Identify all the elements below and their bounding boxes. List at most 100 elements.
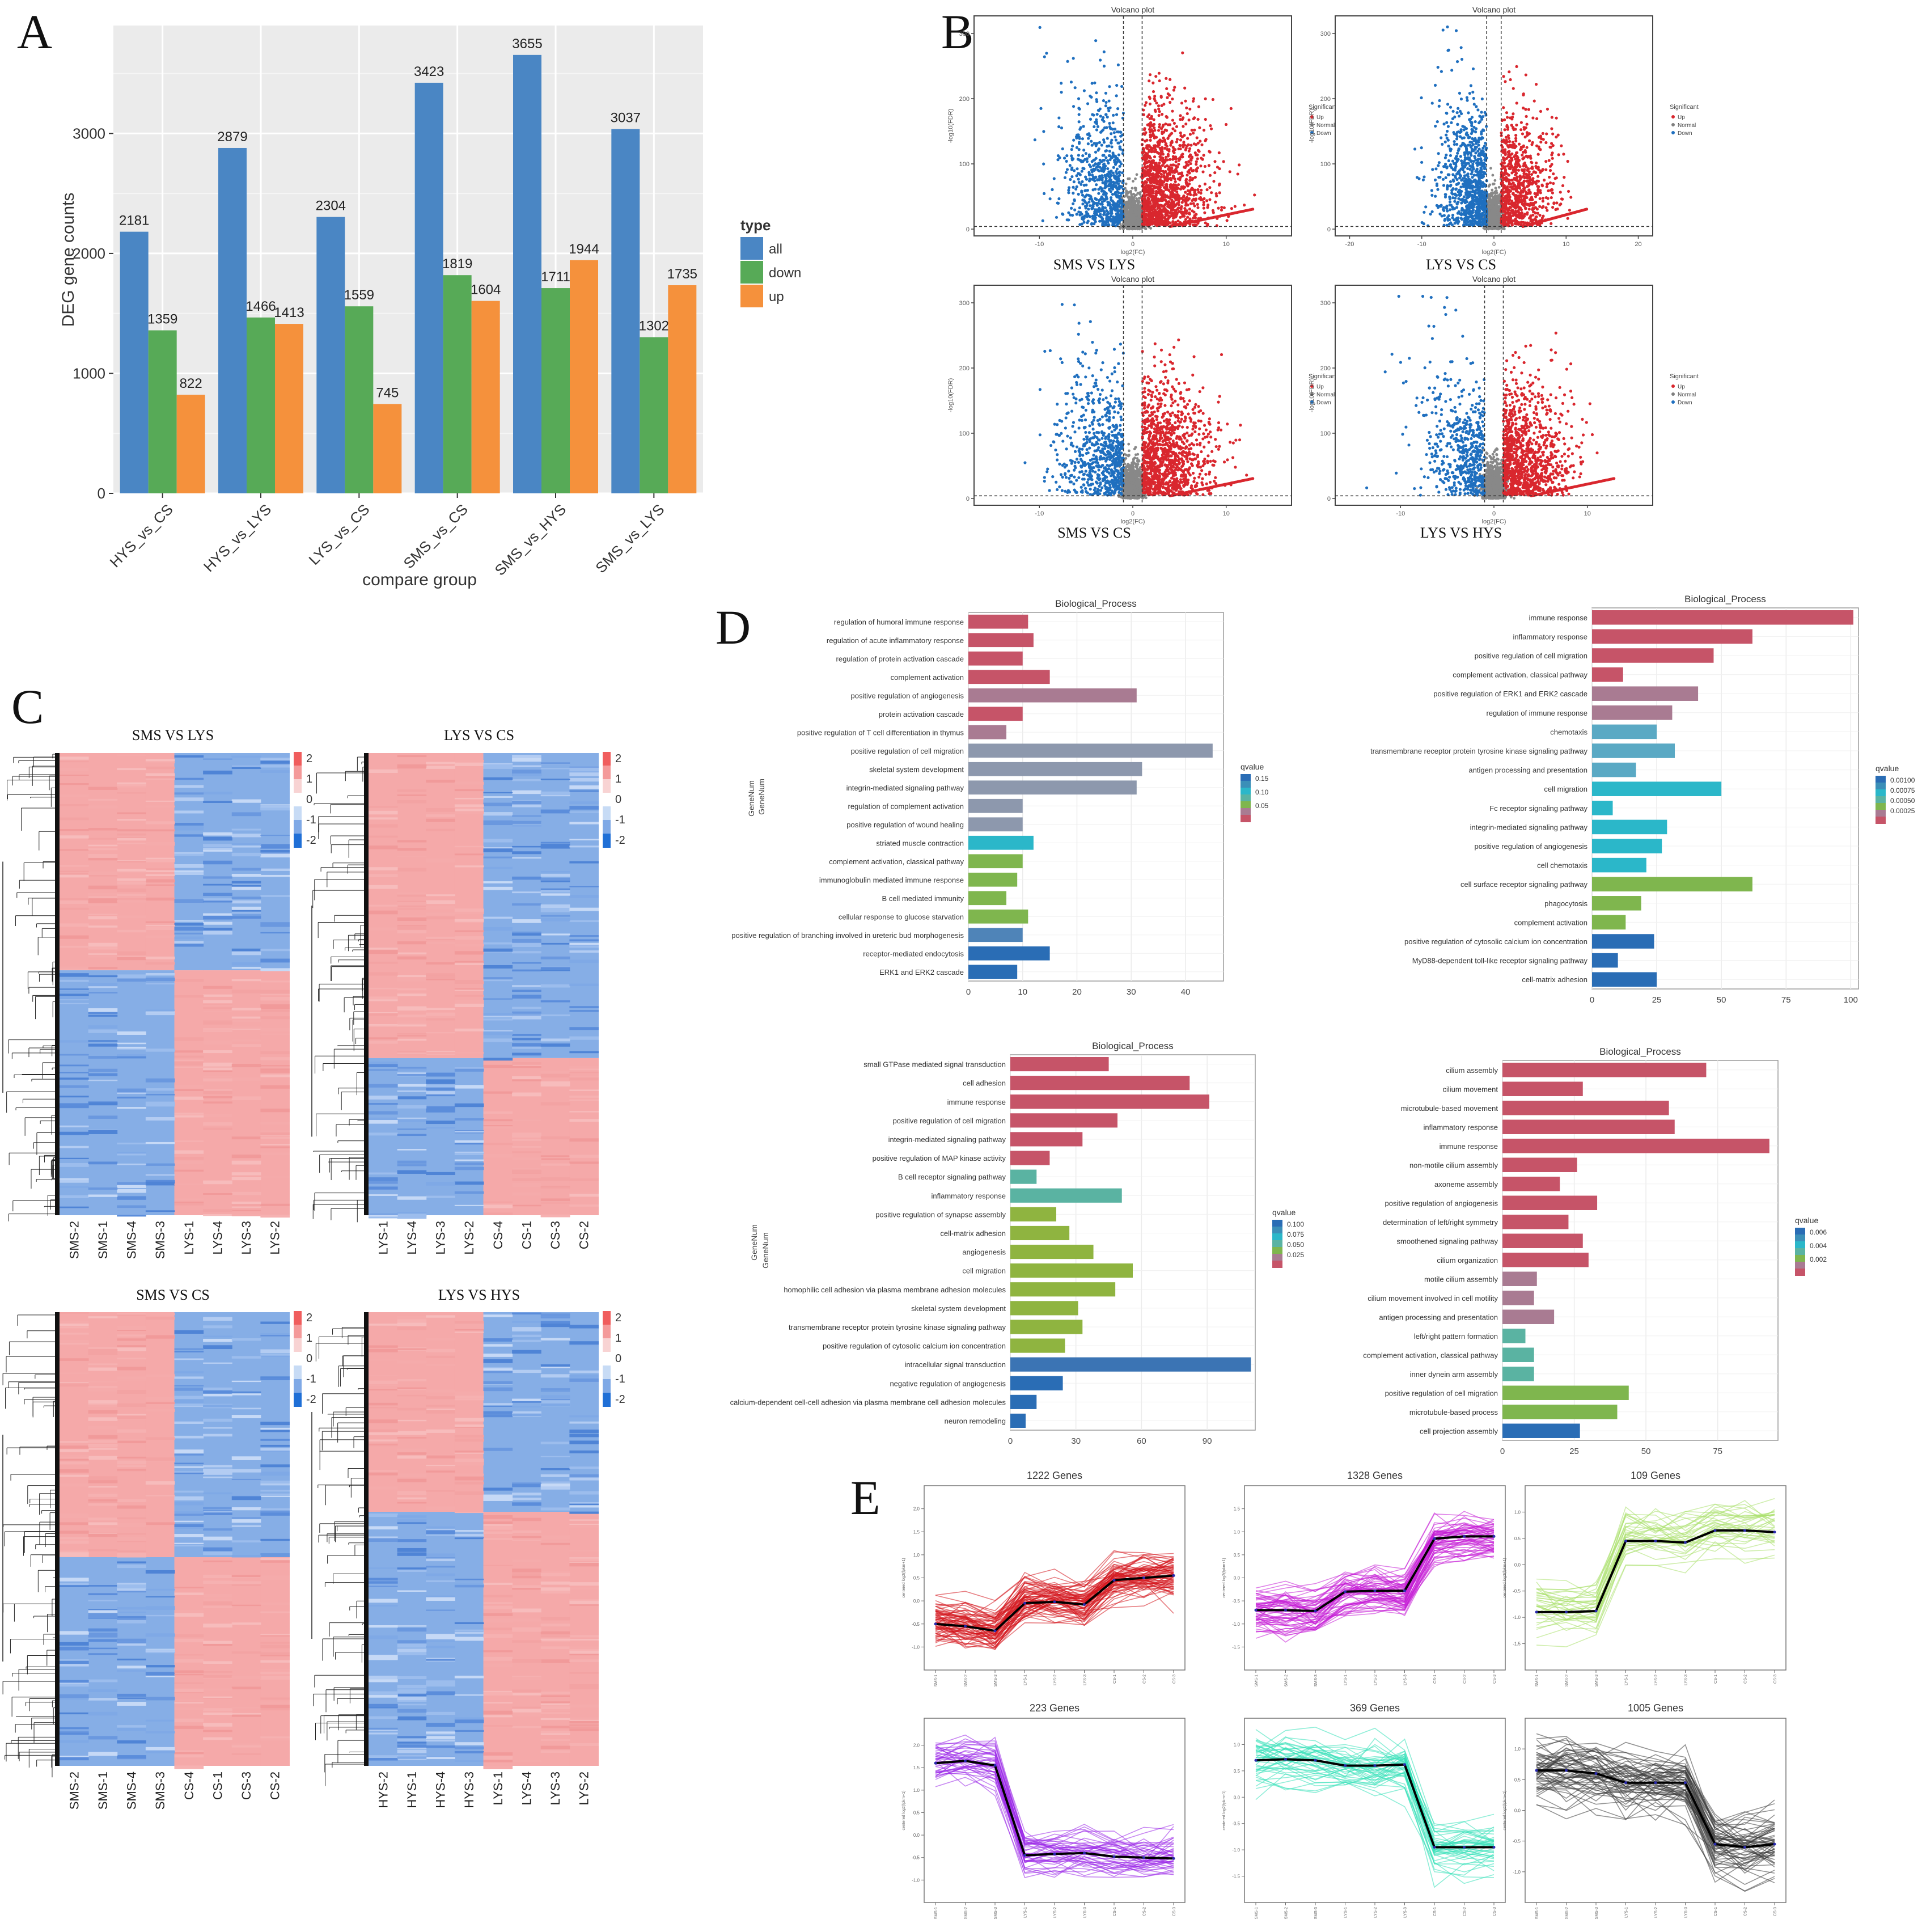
point-up — [1152, 201, 1155, 205]
point-normal — [1493, 195, 1496, 198]
point-down — [1104, 164, 1107, 168]
point-down — [1116, 190, 1119, 193]
point-up — [1178, 197, 1182, 200]
point-normal — [1492, 209, 1495, 213]
point-up — [1171, 97, 1174, 101]
point-down — [1463, 170, 1466, 174]
point-down — [1103, 181, 1106, 184]
point-up — [1218, 182, 1221, 186]
point-normal — [1137, 214, 1141, 217]
point-up — [1188, 171, 1191, 175]
point-up — [1218, 191, 1221, 195]
legend-label: Down — [1316, 130, 1331, 137]
y-tick-label: 300 — [959, 31, 970, 37]
point-down — [1451, 173, 1455, 176]
y-tick-label: 0 — [966, 226, 970, 233]
point-down — [1102, 138, 1106, 142]
point-down — [1474, 120, 1477, 124]
point-down — [1120, 84, 1124, 88]
point-down — [1451, 213, 1455, 217]
point-up — [1228, 170, 1231, 174]
point-down — [1463, 156, 1467, 159]
point-up — [1217, 206, 1220, 210]
volcano-plot-1: Volcano plot-10 0 100100200300log2(FC)-log… — [947, 5, 1337, 273]
point-down — [1107, 184, 1111, 188]
volcano-plot-2: Volcano plot-20 -10 0 10 200100200300log2(FC… — [1309, 5, 1699, 273]
point-down — [1442, 184, 1446, 187]
point-up — [1166, 205, 1170, 208]
point-down — [1109, 196, 1113, 200]
y-tick-label: 0 — [98, 485, 105, 502]
point-normal — [1493, 206, 1496, 209]
point-up — [1175, 138, 1179, 141]
point-up — [1148, 128, 1151, 131]
point-down — [1440, 171, 1443, 174]
point-up — [1180, 102, 1184, 105]
point-up — [1548, 175, 1551, 179]
x-tick-label: 20 — [1635, 241, 1641, 248]
point-down — [1119, 209, 1123, 213]
point-down — [1471, 90, 1475, 94]
point-up — [1186, 215, 1189, 219]
point-down — [1052, 177, 1056, 180]
point-down — [1472, 204, 1475, 208]
point-up — [1165, 223, 1169, 227]
legend-label: Up — [1316, 115, 1324, 121]
point-up — [1208, 186, 1212, 189]
point-up — [1157, 71, 1161, 75]
point-up — [1218, 167, 1221, 171]
point-up — [1184, 122, 1188, 126]
point-down — [1483, 222, 1487, 225]
point-down — [1433, 178, 1437, 181]
point-up — [1167, 149, 1171, 153]
bar-value-label: 1604 — [471, 282, 501, 298]
point-up — [1201, 170, 1205, 174]
point-up — [1171, 220, 1175, 223]
point-up — [1224, 122, 1228, 126]
point-up — [1161, 196, 1165, 200]
point-up — [1187, 119, 1191, 122]
bar-up-HYS_vs_LYS — [275, 324, 303, 493]
point-down — [1445, 129, 1449, 133]
point-down — [1474, 151, 1478, 155]
point-up — [1161, 180, 1165, 184]
bar-up-SMS_vs_LYS — [668, 285, 697, 493]
point-down — [1117, 159, 1120, 162]
point-up — [1168, 158, 1172, 161]
point-down — [1038, 26, 1042, 29]
point-down — [1066, 60, 1069, 63]
point-down — [1423, 210, 1426, 214]
point-up — [1159, 189, 1163, 192]
point-down — [1090, 95, 1093, 99]
point-down — [1459, 192, 1462, 196]
point-up — [1202, 201, 1205, 204]
point-down — [1100, 202, 1104, 206]
point-down — [1106, 167, 1110, 171]
point-down — [1110, 184, 1114, 187]
point-down — [1055, 215, 1059, 219]
point-down — [1073, 208, 1077, 212]
point-up — [1149, 130, 1152, 134]
point-down — [1100, 169, 1104, 172]
point-up — [1199, 164, 1203, 168]
point-up — [1184, 200, 1188, 203]
point-down — [1087, 137, 1090, 140]
point-down — [1462, 128, 1466, 132]
point-up — [1169, 163, 1172, 167]
y-tick-label: 0 — [1327, 226, 1331, 233]
point-down — [1048, 197, 1052, 201]
point-normal — [1136, 219, 1140, 222]
point-up — [1191, 178, 1194, 181]
point-up — [1202, 128, 1206, 132]
point-up — [1150, 219, 1154, 222]
point-up — [1144, 181, 1148, 184]
point-down — [1453, 168, 1457, 172]
point-down — [1116, 63, 1120, 67]
point-down — [1445, 204, 1449, 208]
point-down — [1060, 82, 1063, 85]
point-down — [1461, 182, 1465, 186]
y-axis-title: -log10(FDR) — [947, 109, 954, 143]
point-normal — [1137, 207, 1141, 210]
point-down — [1467, 162, 1470, 165]
point-up — [1225, 219, 1229, 222]
